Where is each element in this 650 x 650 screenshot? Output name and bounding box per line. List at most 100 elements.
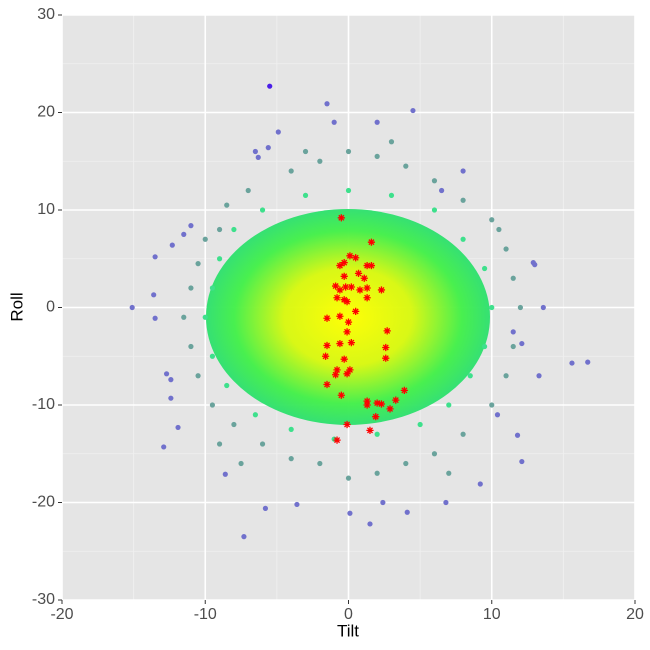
point bbox=[503, 373, 509, 379]
point bbox=[343, 328, 351, 336]
point bbox=[321, 352, 330, 360]
point bbox=[333, 294, 341, 302]
point bbox=[481, 265, 488, 272]
point bbox=[540, 304, 546, 311]
point bbox=[536, 373, 542, 379]
point bbox=[188, 285, 194, 291]
point bbox=[377, 286, 386, 294]
point bbox=[503, 246, 509, 252]
point bbox=[202, 314, 208, 320]
point bbox=[255, 154, 261, 160]
point bbox=[181, 231, 187, 237]
point bbox=[410, 107, 416, 114]
point bbox=[331, 119, 337, 125]
point bbox=[446, 402, 452, 408]
point bbox=[354, 269, 363, 277]
point bbox=[323, 341, 331, 350]
point bbox=[288, 456, 294, 462]
point bbox=[195, 373, 201, 379]
point bbox=[216, 441, 223, 447]
point bbox=[403, 460, 409, 467]
point bbox=[241, 534, 247, 540]
point bbox=[519, 340, 525, 347]
point bbox=[333, 366, 341, 374]
point bbox=[386, 405, 394, 413]
point bbox=[216, 226, 223, 233]
point bbox=[302, 148, 309, 155]
point bbox=[129, 304, 135, 311]
y-tick-label: 10 bbox=[37, 201, 55, 218]
density-core bbox=[206, 209, 490, 425]
point bbox=[367, 521, 373, 527]
point bbox=[259, 207, 266, 213]
point bbox=[163, 371, 170, 377]
x-tick-label: -20 bbox=[50, 606, 73, 623]
point bbox=[222, 471, 228, 477]
point bbox=[275, 129, 281, 135]
x-tick-label: -10 bbox=[194, 606, 217, 623]
point bbox=[460, 168, 466, 174]
point bbox=[267, 83, 273, 89]
point bbox=[373, 399, 381, 407]
point bbox=[382, 343, 390, 352]
point bbox=[346, 366, 354, 374]
point bbox=[443, 499, 449, 506]
point bbox=[302, 192, 309, 198]
point bbox=[231, 421, 237, 428]
point bbox=[374, 431, 380, 437]
point bbox=[347, 510, 353, 516]
point bbox=[377, 400, 386, 408]
point bbox=[404, 509, 410, 515]
point bbox=[209, 402, 216, 408]
point bbox=[400, 386, 408, 394]
point bbox=[252, 148, 258, 155]
point bbox=[460, 197, 466, 203]
point bbox=[238, 460, 244, 467]
point bbox=[262, 505, 269, 511]
y-tick-label: -10 bbox=[32, 396, 55, 413]
point bbox=[343, 298, 351, 306]
point bbox=[446, 470, 452, 476]
point bbox=[209, 285, 216, 291]
point bbox=[439, 187, 445, 194]
point bbox=[403, 163, 409, 169]
point bbox=[346, 252, 354, 260]
point bbox=[532, 262, 538, 268]
point bbox=[152, 315, 158, 321]
point bbox=[363, 294, 371, 302]
point bbox=[367, 238, 376, 246]
point bbox=[374, 153, 380, 159]
point bbox=[252, 412, 258, 418]
point bbox=[224, 382, 230, 389]
point bbox=[431, 451, 438, 457]
point bbox=[383, 327, 391, 335]
point bbox=[374, 119, 380, 125]
point bbox=[151, 292, 157, 298]
point bbox=[519, 458, 525, 465]
point bbox=[417, 421, 423, 428]
point bbox=[231, 226, 237, 233]
point bbox=[340, 355, 348, 363]
point bbox=[336, 286, 344, 294]
y-tick-label: -20 bbox=[32, 494, 55, 511]
point bbox=[169, 242, 175, 248]
point bbox=[152, 254, 158, 260]
point bbox=[343, 420, 351, 429]
point bbox=[356, 286, 364, 294]
y-axis-title: Roll bbox=[7, 292, 26, 321]
point bbox=[317, 460, 323, 467]
point bbox=[431, 178, 438, 184]
point bbox=[481, 343, 488, 350]
point bbox=[333, 436, 341, 444]
point bbox=[345, 187, 352, 194]
point bbox=[224, 202, 230, 208]
point bbox=[347, 283, 355, 291]
point bbox=[431, 207, 438, 213]
point bbox=[489, 402, 495, 408]
point bbox=[336, 261, 344, 270]
point bbox=[181, 314, 187, 320]
point bbox=[585, 359, 591, 365]
point bbox=[323, 314, 331, 322]
